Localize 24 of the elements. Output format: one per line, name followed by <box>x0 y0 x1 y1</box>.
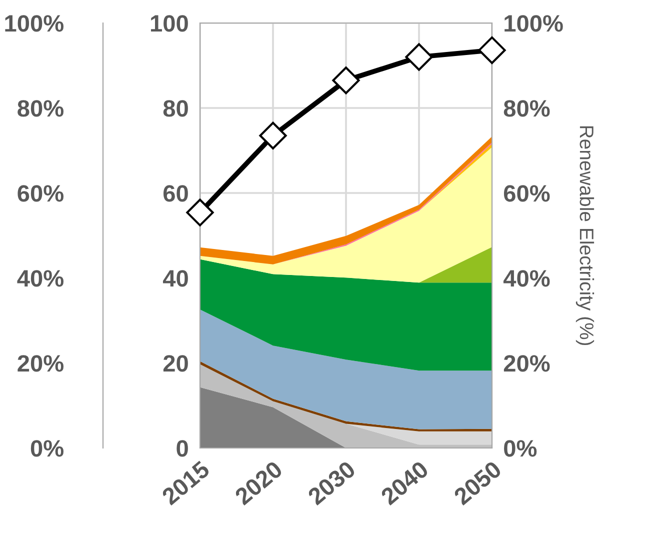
y3-tick-label: 80% <box>18 100 64 117</box>
y3-tick-label: 40% <box>17 270 64 287</box>
y-tick-label: 20 <box>163 355 188 372</box>
y3-tick-label: 0% <box>30 440 64 457</box>
y3-tick-label: 20% <box>18 355 64 372</box>
y2-tick-label: 0% <box>504 440 537 457</box>
point <box>186 198 214 226</box>
y2-tick-label: 40% <box>503 270 550 287</box>
point <box>332 66 360 94</box>
y2-tick-label: 20% <box>504 355 550 372</box>
y2-axis-title: Renewable Electricity (%) <box>576 126 594 346</box>
y-tick-label: 80 <box>163 100 188 117</box>
y2-tick-label: 60% <box>504 185 550 202</box>
y-tick-label: 0 <box>176 440 188 457</box>
y-tick-label: 40 <box>162 270 188 287</box>
point <box>405 43 433 71</box>
y2-tick-label: 80% <box>504 100 550 117</box>
point <box>259 122 287 150</box>
point <box>478 36 506 64</box>
y3-tick-label: 100% <box>5 15 64 32</box>
y-tick-label: 100 <box>150 15 188 32</box>
y3-tick-label: 60% <box>18 185 64 202</box>
y2-tick-label: 100% <box>504 15 563 32</box>
y-tick-label: 60 <box>163 185 188 202</box>
